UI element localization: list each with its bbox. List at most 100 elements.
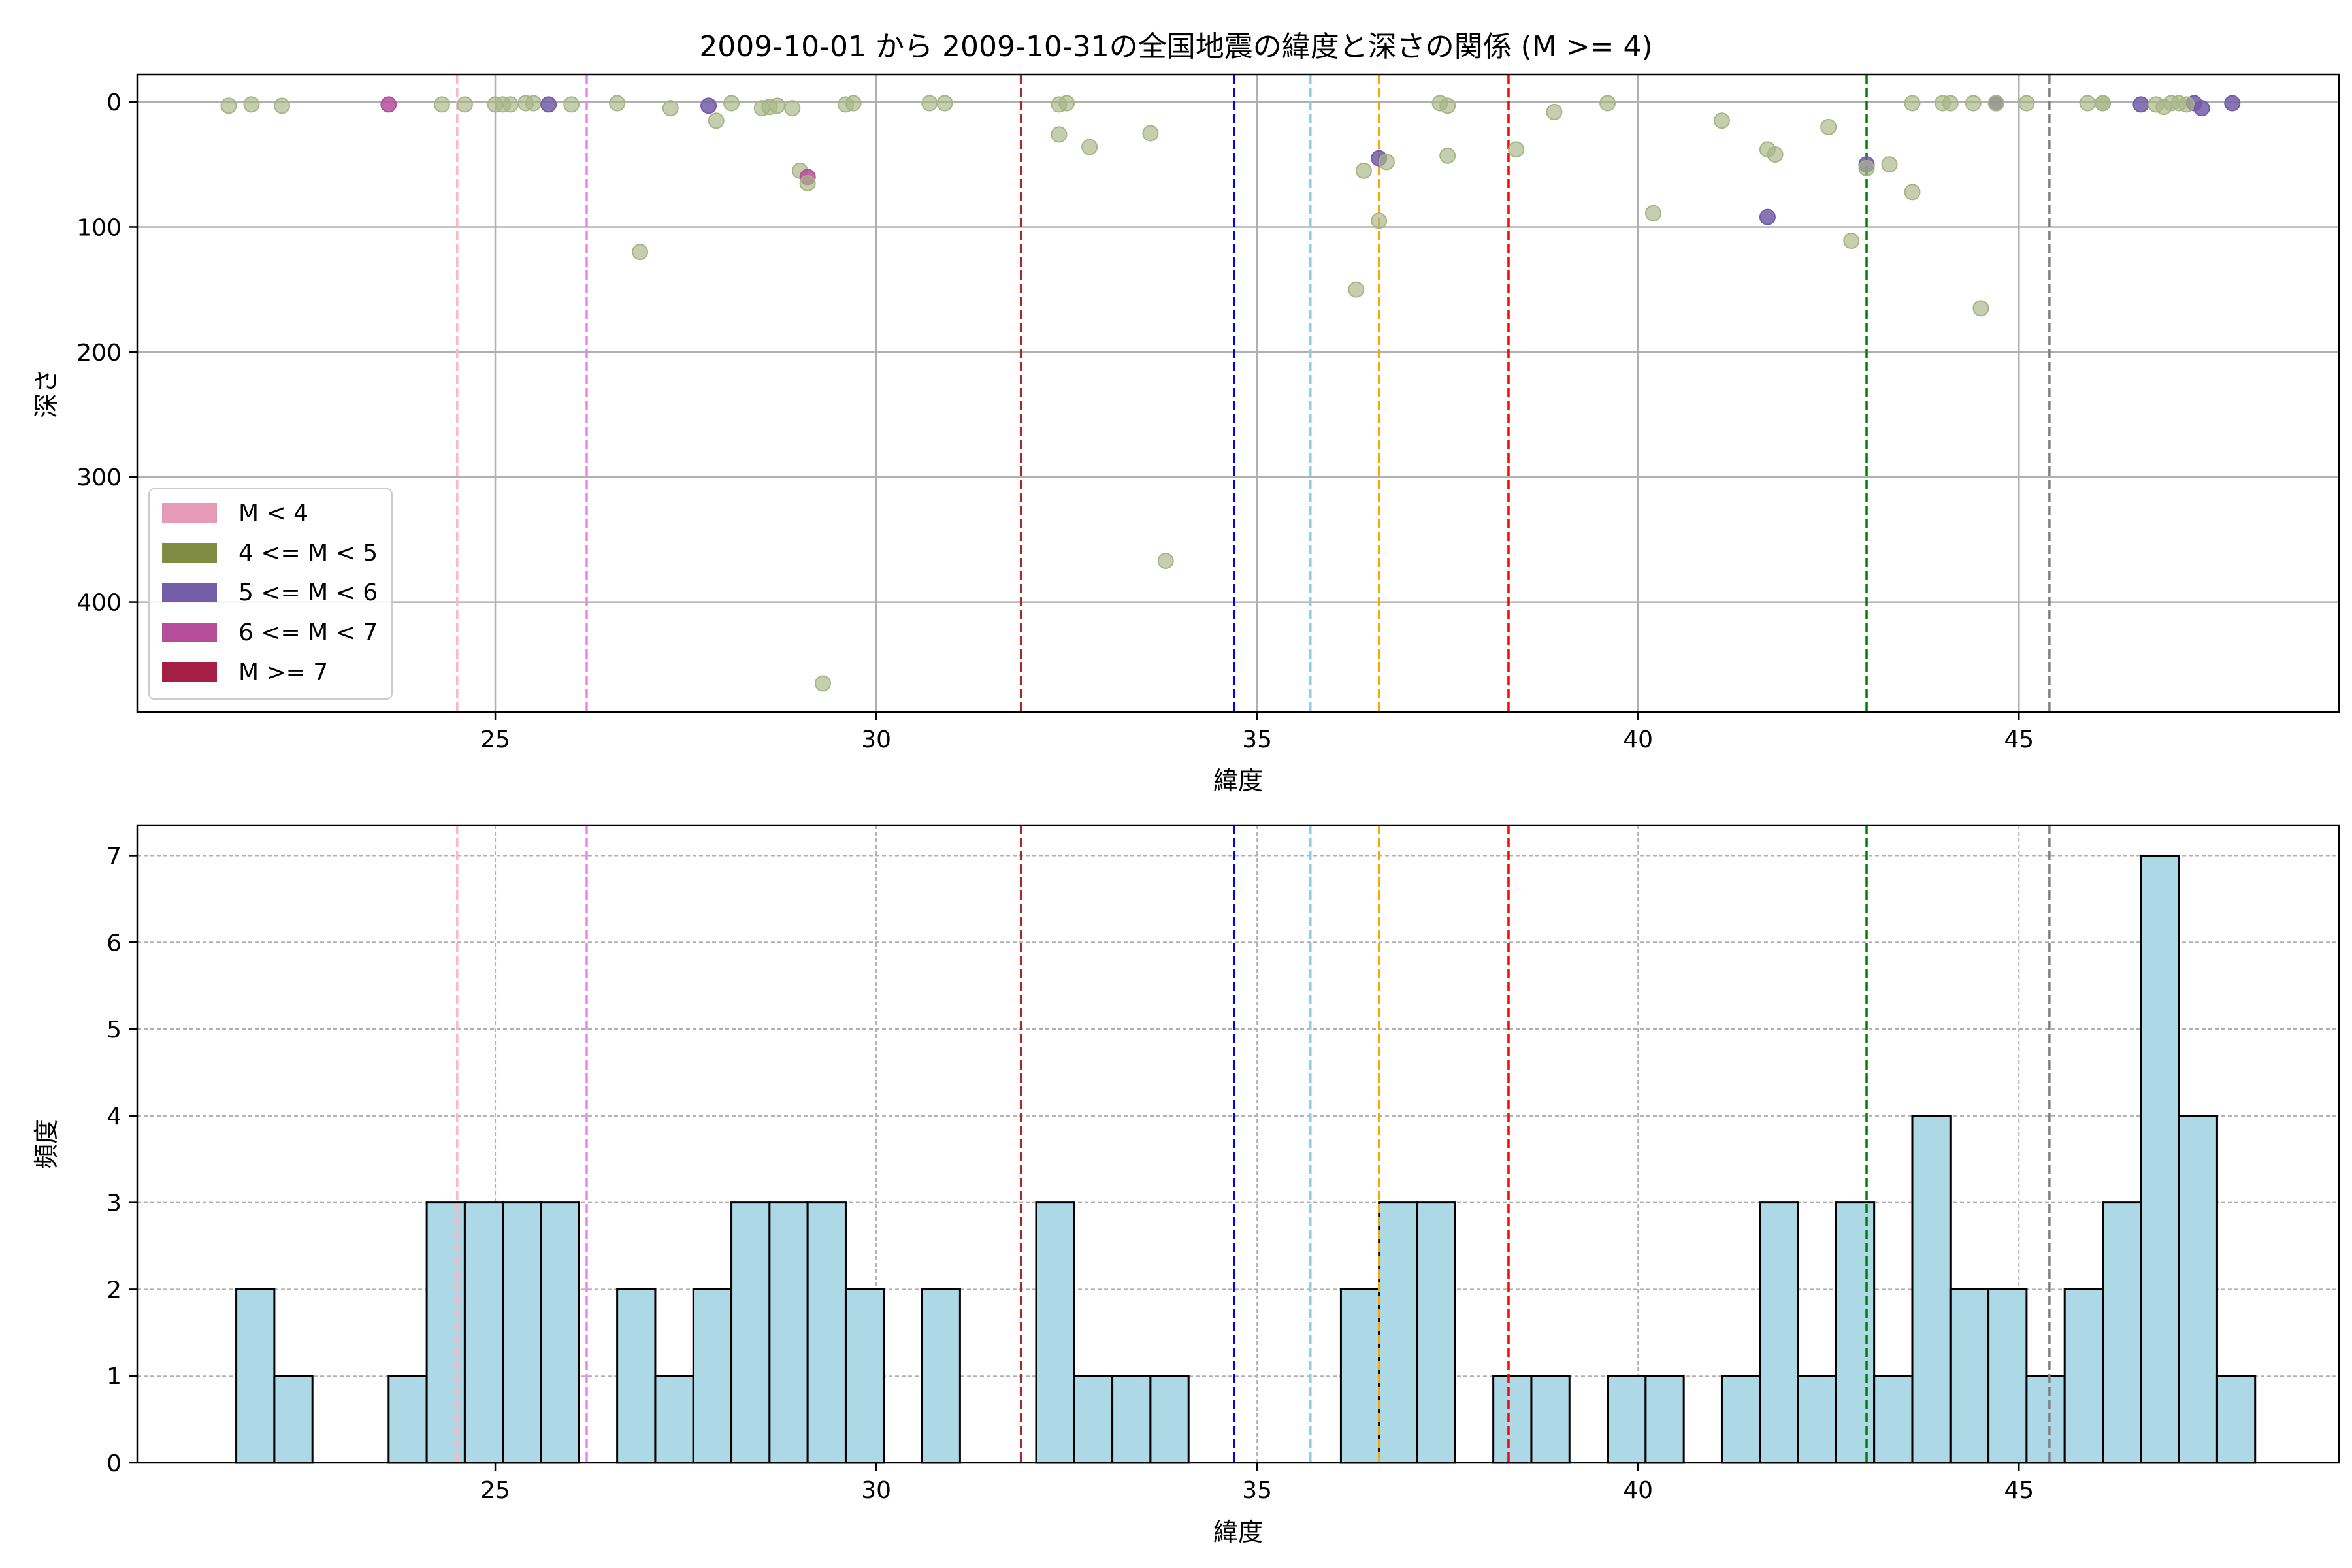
scatter-point: [1713, 112, 1730, 129]
scatter-point: [525, 95, 542, 112]
histogram-bar: [1720, 1375, 1761, 1464]
legend-frame: [148, 488, 393, 700]
legend-label: 5 <= M < 6: [238, 580, 378, 606]
histogram-reference-lines: [456, 825, 2051, 1463]
histogram-x-tick-label: 45: [2004, 1477, 2034, 1504]
scatter-point: [2095, 95, 2112, 112]
histogram-bar: [616, 1288, 657, 1464]
histogram-bar: [692, 1288, 733, 1464]
scatter-grid: [137, 74, 2339, 712]
scatter-point: [2193, 100, 2210, 117]
scatter-point: [1767, 146, 1784, 163]
histogram-bar: [1607, 1375, 1647, 1464]
histogram-bar: [1492, 1375, 1533, 1464]
scatter-y-ticks: 0 100 200 300 400: [76, 90, 137, 617]
scatter-point: [845, 95, 862, 112]
scatter-point: [1378, 154, 1395, 171]
scatter-point: [1081, 139, 1098, 155]
legend-label: 6 <= M < 7: [238, 619, 378, 646]
scatter-point: [380, 96, 397, 113]
scatter-point: [1439, 97, 1456, 114]
histogram-y-axis-label: 頻度: [32, 1119, 61, 1169]
scatter-point: [1546, 103, 1563, 120]
scatter-x-tick-label: 45: [2004, 727, 2034, 753]
legend-swatch: [162, 503, 217, 523]
scatter-point: [274, 97, 291, 114]
scatter-point: [1157, 552, 1174, 569]
histogram-y-tick-label: 2: [106, 1277, 122, 1303]
histogram-bar: [654, 1375, 694, 1464]
scatter-y-tick-label: 100: [76, 214, 122, 241]
scatter-point: [1881, 156, 1898, 173]
scatter-point: [243, 96, 260, 113]
scatter-point: [1858, 160, 1875, 177]
histogram-bar: [921, 1288, 961, 1464]
histogram-bar: [1035, 1201, 1075, 1464]
scatter-point: [632, 244, 649, 261]
scatter-point: [1348, 281, 1365, 298]
scatter-y-axis-label: 深さ: [32, 368, 61, 418]
scatter-point: [1058, 95, 1075, 112]
histogram-y-tick-label: 1: [106, 1364, 122, 1390]
histogram-y-tick-label: 5: [106, 1017, 122, 1043]
scatter-point: [2224, 95, 2241, 112]
legend-label: 4 <= M < 5: [238, 540, 378, 566]
histogram-bars: [235, 854, 2257, 1464]
scatter-point: [708, 112, 725, 129]
scatter-point: [563, 96, 580, 113]
scatter-point: [723, 95, 740, 112]
scatter-point: [540, 96, 557, 113]
scatter-point: [1843, 233, 1860, 250]
scatter-point: [662, 100, 679, 117]
histogram-bar: [1873, 1375, 1914, 1464]
scatter-point: [784, 100, 801, 117]
scatter-legend: M < 4 4 <= M < 5 5 <= M < 6 6 <= M < 7 M >= …: [148, 488, 393, 700]
scatter-x-tick-label: 35: [1242, 727, 1272, 753]
histogram-bar: [425, 1201, 466, 1464]
scatter-point: [1965, 95, 1982, 112]
scatter-point: [220, 97, 237, 114]
scatter-plot-area: [136, 73, 2340, 713]
legend-label: M < 4: [238, 500, 308, 527]
scatter-x-tick-label: 40: [1623, 727, 1653, 753]
histogram-bar: [463, 1201, 504, 1464]
histogram-bar: [1797, 1375, 1837, 1464]
histogram-x-tick-label: 25: [480, 1477, 510, 1504]
histogram-bar: [1530, 1375, 1571, 1464]
scatter-point: [1142, 125, 1159, 142]
scatter-point: [1904, 184, 1921, 201]
histogram-bar: [1949, 1288, 1990, 1464]
histogram-bar: [1644, 1375, 1685, 1464]
legend-swatch: [162, 623, 217, 642]
scatter-y-tick-label: 400: [76, 590, 122, 617]
scatter-point: [700, 97, 717, 114]
histogram-bar: [806, 1201, 847, 1464]
histogram-bar: [768, 1201, 809, 1464]
scatter-point: [1904, 95, 1921, 112]
histogram-bar: [2140, 854, 2180, 1464]
histogram-bar: [273, 1375, 314, 1464]
scatter-point: [769, 97, 786, 114]
histogram-bar: [2215, 1375, 2257, 1464]
histogram-y-tick-label: 6: [106, 930, 122, 956]
scatter-y-tick-label: 0: [106, 90, 122, 116]
histogram-bar: [1987, 1288, 2028, 1464]
histogram-bar: [1149, 1375, 1190, 1464]
legend-swatch: [162, 543, 217, 563]
histogram-bar: [2063, 1288, 2104, 1464]
histogram-bar: [235, 1288, 276, 1464]
scatter-point: [936, 95, 953, 112]
scatter-x-ticks: 25 30 35 40 45: [480, 712, 2034, 753]
figure-title: 2009-10-01 から 2009-10-31の全国地震の緯度と深さの関係 (…: [699, 30, 1652, 63]
scatter-point: [1972, 300, 1989, 317]
histogram-bar: [1416, 1201, 1456, 1464]
scatter-point: [1987, 95, 2004, 112]
histogram-bar: [730, 1201, 771, 1464]
histogram-y-tick-label: 4: [106, 1103, 122, 1130]
histogram-bar: [387, 1375, 428, 1464]
histogram-y-tick-label: 0: [106, 1450, 122, 1477]
scatter-point: [799, 174, 816, 191]
histogram-x-tick-label: 30: [861, 1477, 891, 1504]
scatter-points: [220, 95, 2241, 692]
histogram-bar: [1835, 1201, 1876, 1464]
